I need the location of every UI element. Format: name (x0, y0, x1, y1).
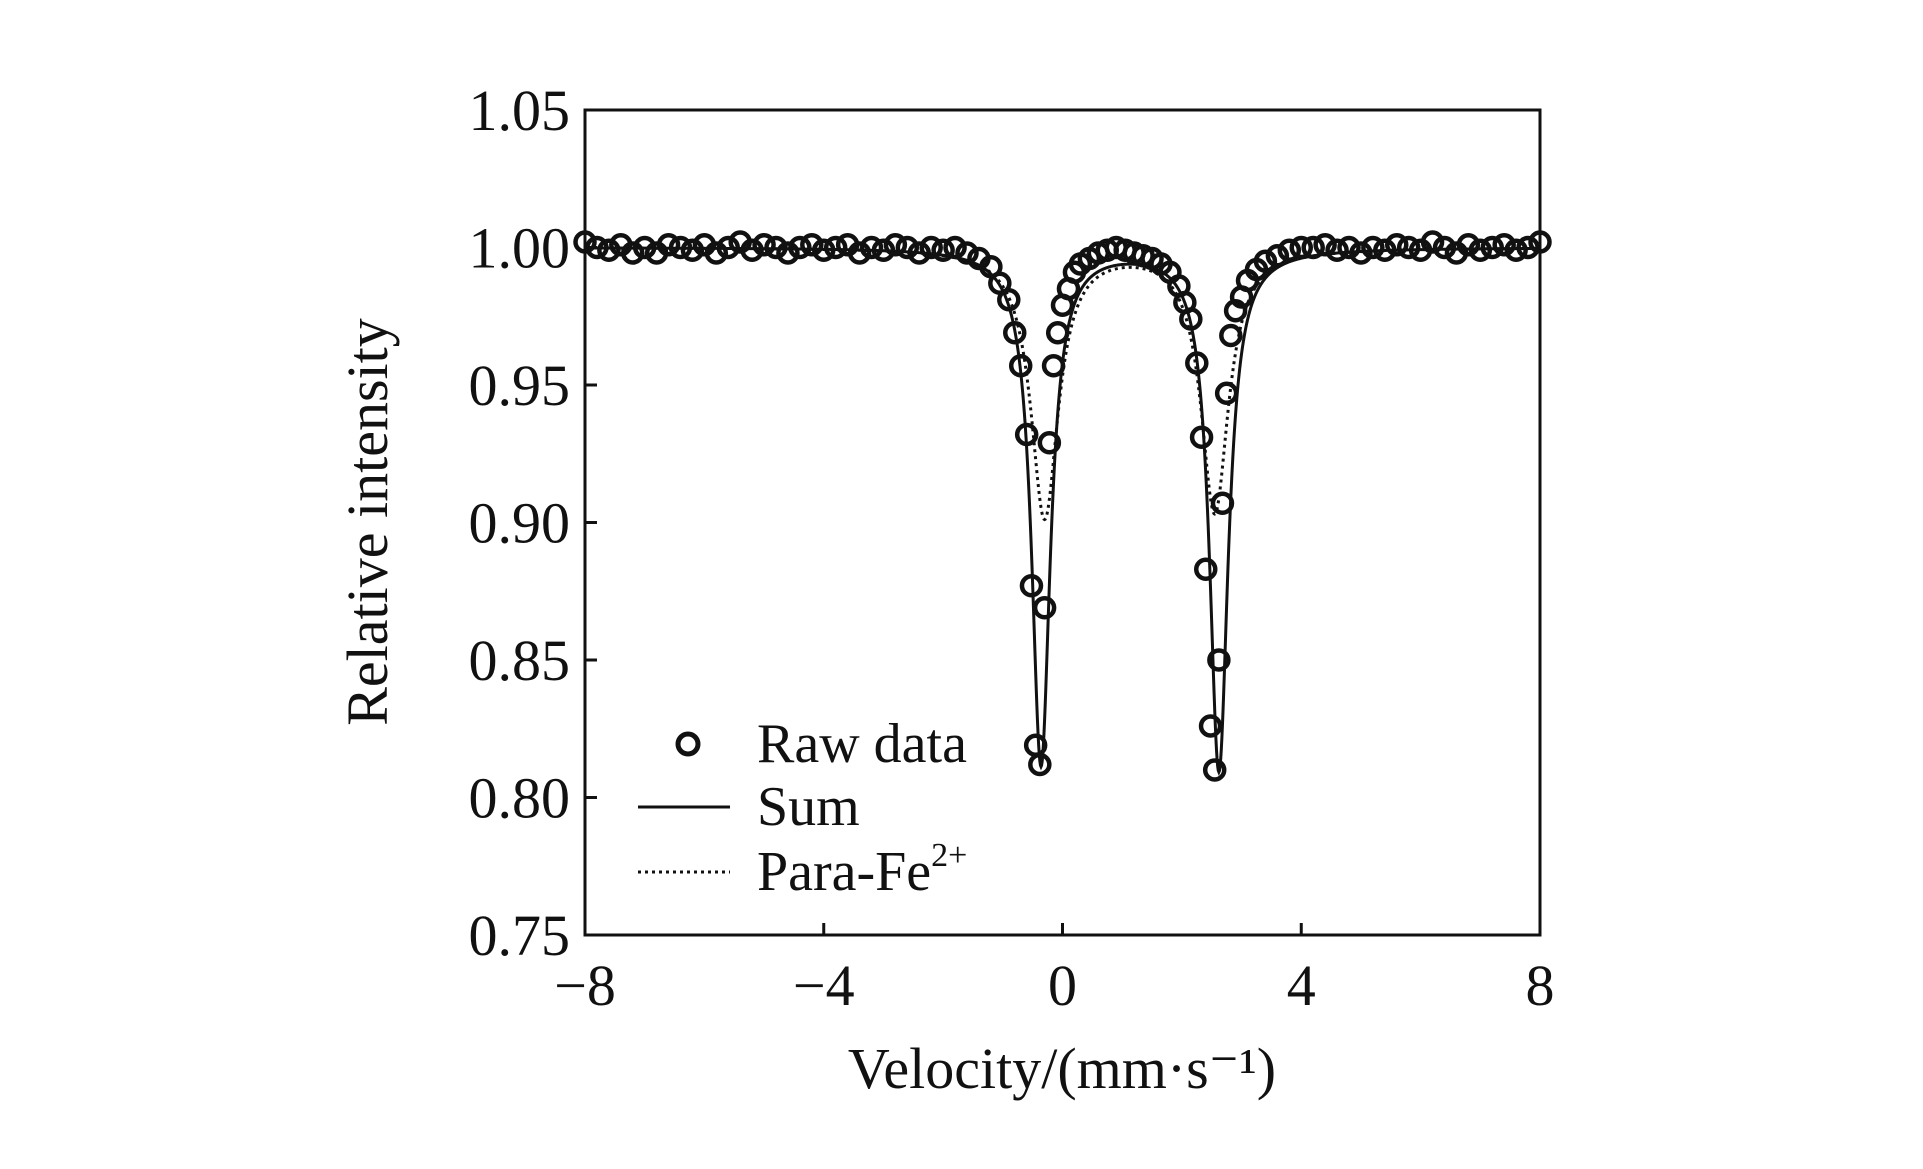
raw-data-point (1432, 235, 1457, 260)
raw-data-point (1045, 321, 1070, 345)
raw-data-point (907, 241, 931, 265)
raw-data-point (1313, 233, 1337, 257)
x-tick-label: 8 (1526, 953, 1555, 1018)
raw-data-point (1185, 351, 1209, 375)
raw-data-point (776, 241, 800, 265)
raw-data-point (1373, 238, 1397, 262)
raw-data-point (1210, 491, 1235, 515)
x-tick-label: 0 (1048, 953, 1077, 1018)
raw-data-point (1325, 238, 1349, 262)
raw-data-point (573, 230, 597, 254)
raw-data-point (931, 238, 955, 262)
raw-data-point (1277, 238, 1302, 262)
raw-data-point (1289, 235, 1313, 260)
raw-data-point (1207, 648, 1231, 672)
legend-para-fe-superscript: 2+ (931, 837, 967, 874)
raw-data-point (656, 233, 681, 257)
y-tick-label: 0.75 (469, 903, 571, 968)
raw-data-point (997, 288, 1021, 312)
raw-data-point (800, 233, 824, 257)
raw-data-point (1003, 321, 1027, 345)
raw-data-point (1396, 235, 1421, 260)
raw-data-point (680, 238, 705, 262)
raw-data-point (1349, 241, 1373, 265)
y-tick-label: 1.00 (469, 216, 571, 281)
legend-para-fe-base: Para-Fe (757, 841, 931, 903)
raw-data-point (1468, 238, 1493, 262)
legend-raw-data-label: Raw data (757, 713, 967, 775)
raw-data-point (1032, 596, 1057, 620)
raw-data-point (1385, 233, 1409, 257)
raw-data-point (1194, 557, 1218, 581)
raw-data-point (740, 238, 764, 262)
raw-data-point (632, 235, 657, 260)
raw-data-point (1492, 233, 1516, 257)
raw-data-point (883, 233, 908, 257)
raw-data-point (895, 235, 920, 260)
raw-data-point (1253, 249, 1278, 273)
raw-data-point (847, 241, 872, 265)
x-tick-label: −8 (554, 953, 616, 1018)
legend-sum-label: Sum (757, 776, 860, 838)
y-tick-label: 0.95 (469, 353, 571, 418)
raw-data-point (812, 238, 836, 262)
raw-data-point (1265, 244, 1290, 268)
raw-data-point (1189, 425, 1214, 449)
raw-data-point (1456, 233, 1481, 257)
y-tick-label: 0.80 (469, 766, 571, 831)
legend-raw-data-marker (675, 731, 701, 757)
raw-data-point (752, 233, 776, 257)
raw-data-point (1202, 758, 1227, 782)
raw-data-point (1179, 307, 1203, 331)
raw-data-point (716, 235, 740, 260)
raw-data-point (1198, 714, 1223, 738)
raw-data-point (1219, 323, 1243, 348)
x-axis-ticks: −8 −4 0 4 8 (554, 923, 1555, 1018)
para-fe-curve (585, 246, 1540, 522)
y-tick-label: 0.85 (469, 628, 571, 693)
raw-data-point (1301, 235, 1325, 260)
raw-data-point (1480, 235, 1504, 260)
raw-data-point (1516, 235, 1540, 260)
raw-data-point (1028, 752, 1052, 777)
raw-data-point (919, 235, 943, 260)
x-axis-title: Velocity/(mm·s⁻¹) (848, 1036, 1276, 1101)
y-tick-label: 1.05 (469, 78, 571, 143)
raw-data-point (1037, 431, 1062, 455)
raw-data-point (955, 241, 979, 265)
raw-data-point (1504, 238, 1528, 262)
raw-data-point (1528, 230, 1552, 254)
y-tick-label: 0.90 (469, 491, 571, 556)
x-tick-label: −4 (793, 953, 855, 1018)
raw-data-point (704, 241, 729, 265)
raw-data-point (1008, 354, 1033, 378)
x-tick-label: 4 (1287, 953, 1316, 1018)
raw-data-point (1019, 574, 1044, 598)
legend: Raw data Sum Para-Fe2+ (638, 713, 967, 903)
raw-data-point (668, 235, 693, 260)
raw-data-point (621, 241, 645, 265)
raw-data-point (1041, 354, 1066, 378)
legend-para-fe-label: Para-Fe2+ (757, 837, 967, 903)
raw-data-point (823, 235, 848, 260)
raw-data-point (871, 238, 896, 262)
raw-data-point (764, 235, 788, 260)
raw-data-point (597, 238, 621, 262)
y-axis-ticks: 0.75 0.80 0.85 0.90 0.95 1.00 1.05 (469, 78, 597, 968)
raw-data-point (1014, 422, 1039, 447)
raw-data-point (943, 235, 967, 260)
raw-data-point (1361, 235, 1385, 260)
y-axis-title: Relative intensity (335, 318, 400, 726)
raw-data-point (1214, 381, 1239, 405)
raw-data-point (859, 235, 884, 260)
raw-data-point (1337, 235, 1361, 260)
raw-data-point (788, 235, 812, 260)
raw-data-points (573, 230, 1552, 782)
raw-data-point (1420, 230, 1445, 254)
